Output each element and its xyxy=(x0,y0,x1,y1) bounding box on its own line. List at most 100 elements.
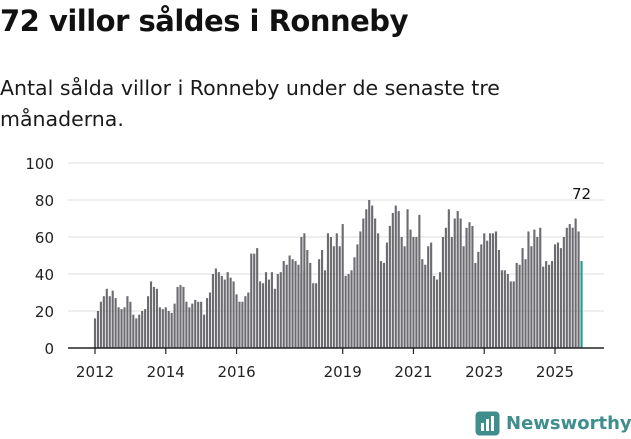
bar xyxy=(244,296,247,348)
bar xyxy=(556,242,560,348)
bar xyxy=(241,301,244,348)
bar xyxy=(353,257,356,348)
bar xyxy=(197,301,200,348)
bar xyxy=(217,272,220,348)
bar xyxy=(409,229,412,348)
bar xyxy=(412,237,415,348)
bar xyxy=(323,270,327,348)
bar xyxy=(220,275,223,348)
bar xyxy=(489,233,492,348)
bar xyxy=(527,231,530,348)
bar xyxy=(132,314,135,348)
bar xyxy=(456,211,459,348)
bar xyxy=(515,262,518,348)
bar xyxy=(530,246,533,348)
bar xyxy=(326,233,330,348)
bar xyxy=(279,272,282,348)
bar xyxy=(480,244,483,348)
bar xyxy=(229,277,232,348)
bar xyxy=(453,218,456,348)
bar-latest xyxy=(580,261,583,348)
bar xyxy=(185,301,188,348)
bar xyxy=(542,266,545,348)
bar xyxy=(553,244,557,348)
bar xyxy=(191,303,194,348)
bar xyxy=(568,224,571,348)
y-tick-label: 80 xyxy=(35,192,54,210)
bar xyxy=(462,246,465,348)
bar xyxy=(276,274,279,348)
bar xyxy=(273,288,276,348)
bar xyxy=(545,261,548,348)
y-tick-label: 100 xyxy=(25,155,54,173)
bar xyxy=(285,264,288,348)
bar xyxy=(562,237,565,348)
bar xyxy=(141,311,144,348)
bar xyxy=(497,249,501,348)
bar xyxy=(400,237,403,348)
bar xyxy=(200,301,203,348)
bar xyxy=(135,318,138,348)
bar xyxy=(406,209,409,348)
bar xyxy=(170,312,173,348)
bar xyxy=(262,283,265,348)
bar xyxy=(441,237,445,348)
bar xyxy=(188,307,191,348)
latest-value-label: 72 xyxy=(572,185,591,203)
bar xyxy=(99,301,102,348)
bar xyxy=(577,231,580,348)
bar xyxy=(524,259,527,348)
bar xyxy=(371,205,374,348)
bar xyxy=(471,225,474,348)
bar xyxy=(548,264,551,348)
bar xyxy=(208,292,212,348)
bar xyxy=(223,279,226,348)
chart-title: 72 villor såldes i Ronneby xyxy=(0,4,408,38)
bar xyxy=(565,227,568,348)
bar xyxy=(256,248,259,348)
bar xyxy=(368,200,371,348)
bar xyxy=(379,261,383,348)
bar xyxy=(388,225,391,348)
bar xyxy=(105,288,108,348)
bar xyxy=(329,237,332,348)
newsworthy-logo: Newsworthy xyxy=(475,408,631,438)
bar xyxy=(306,249,309,348)
bar xyxy=(182,286,185,348)
x-tick-label: 2019 xyxy=(324,363,362,381)
bar xyxy=(179,285,182,348)
bar xyxy=(374,218,377,348)
bar xyxy=(427,246,430,348)
bar xyxy=(447,209,450,348)
bar xyxy=(203,314,206,348)
bar xyxy=(385,242,388,348)
x-tick-label: 2021 xyxy=(394,363,432,381)
bar xyxy=(288,255,291,348)
bar xyxy=(571,227,574,348)
bar xyxy=(264,272,268,348)
bar xyxy=(259,281,262,348)
bar xyxy=(344,275,347,348)
y-tick-label: 0 xyxy=(44,340,54,358)
bar xyxy=(238,301,241,348)
x-tick-label: 2012 xyxy=(76,363,114,381)
bar xyxy=(332,246,335,348)
bar xyxy=(356,244,359,348)
bar xyxy=(247,292,250,348)
bar xyxy=(250,253,253,348)
bar xyxy=(533,229,536,348)
bar xyxy=(415,237,418,348)
bar xyxy=(303,233,306,348)
bar xyxy=(362,218,365,348)
bar xyxy=(194,299,197,348)
bar xyxy=(291,259,294,348)
bar xyxy=(267,279,271,348)
bar xyxy=(550,261,554,348)
bar xyxy=(294,261,297,348)
bar xyxy=(205,298,209,348)
bar xyxy=(126,296,129,348)
bar xyxy=(536,237,539,348)
bar xyxy=(574,218,577,348)
bar xyxy=(418,214,421,348)
bar xyxy=(235,294,238,348)
